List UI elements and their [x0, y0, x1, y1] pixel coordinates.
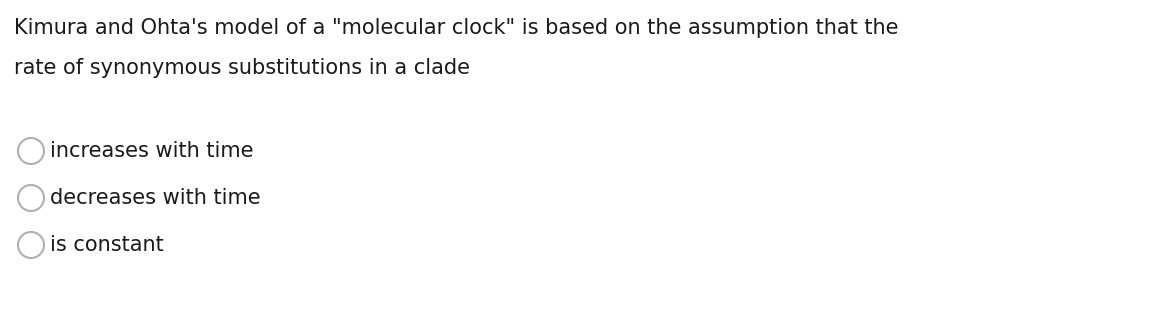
- Text: Kimura and Ohta's model of a "molecular clock" is based on the assumption that t: Kimura and Ohta's model of a "molecular …: [14, 18, 898, 38]
- Text: decreases with time: decreases with time: [50, 188, 260, 208]
- Text: increases with time: increases with time: [50, 141, 253, 161]
- Ellipse shape: [18, 138, 44, 164]
- Ellipse shape: [18, 232, 44, 258]
- Ellipse shape: [18, 185, 44, 211]
- Text: is constant: is constant: [50, 235, 164, 255]
- Text: rate of synonymous substitutions in a clade: rate of synonymous substitutions in a cl…: [14, 58, 470, 78]
